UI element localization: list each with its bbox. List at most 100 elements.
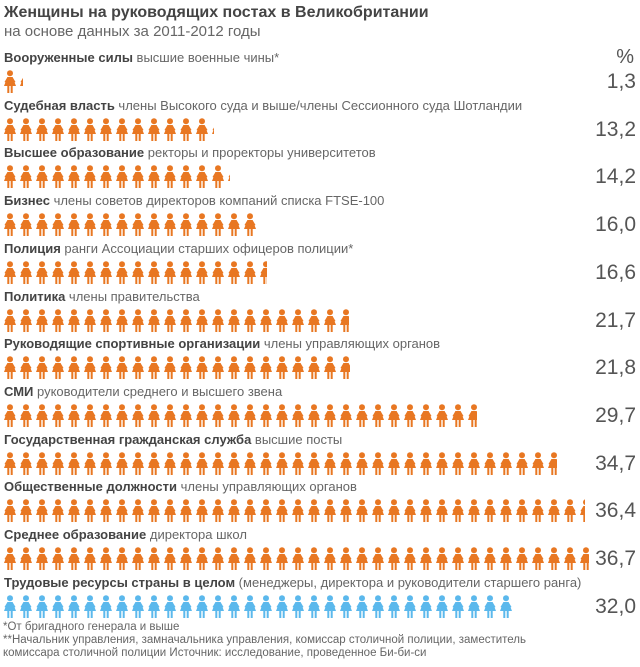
woman-icon: [179, 213, 193, 237]
icon-bar: [3, 117, 593, 142]
woman-icon: [371, 451, 385, 476]
woman-icon: [195, 356, 209, 380]
woman-icon: [211, 260, 225, 285]
pictogram-row: Высшее образование ректоры и проректоры …: [0, 145, 640, 193]
woman-icon: [259, 499, 273, 523]
woman-icon: [243, 594, 257, 619]
woman-icon: [259, 260, 267, 285]
woman-icon: [19, 499, 33, 523]
woman-icon: [3, 70, 17, 94]
woman-icon: [147, 547, 161, 571]
percent-header: %: [616, 46, 634, 68]
row-value: 34,7: [595, 451, 636, 475]
woman-icon: [275, 451, 289, 476]
woman-icon: [51, 308, 65, 333]
woman-icon: [179, 356, 193, 380]
woman-icon: [275, 404, 289, 428]
woman-icon: [259, 594, 273, 619]
woman-icon: [131, 165, 145, 189]
woman-icon: [243, 356, 257, 380]
woman-icon: [195, 117, 209, 142]
woman-icon: [531, 451, 545, 476]
woman-icon: [435, 547, 449, 571]
row-value: 16,6: [595, 260, 636, 284]
row-description: члены правительства: [65, 288, 200, 304]
woman-icon: [435, 594, 449, 619]
row-label: СМИ руководители среднего и высшего звен…: [4, 384, 282, 399]
footnote: **Начальник управления, замначальника уп…: [3, 634, 527, 646]
woman-icon: [131, 260, 145, 285]
woman-icon: [467, 547, 481, 571]
woman-icon: [211, 118, 214, 142]
woman-icon: [355, 499, 369, 523]
woman-icon: [99, 547, 113, 571]
woman-icon: [339, 404, 353, 428]
woman-icon: [163, 308, 177, 333]
woman-icon: [339, 499, 353, 523]
row-category: Судебная власть: [4, 97, 115, 113]
woman-icon: [35, 308, 49, 333]
woman-icon: [211, 165, 225, 189]
row-value: 29,7: [595, 403, 636, 427]
woman-icon: [483, 451, 497, 476]
row-label: Вооруженные силы высшие военные чины*: [4, 50, 279, 65]
woman-icon: [19, 70, 23, 94]
woman-icon: [19, 260, 33, 285]
woman-icon: [51, 451, 65, 476]
woman-icon: [99, 356, 113, 380]
woman-icon: [179, 451, 193, 476]
woman-icon: [211, 547, 225, 571]
icon-bar: [3, 260, 593, 285]
woman-icon: [275, 547, 289, 571]
woman-icon: [51, 213, 65, 237]
row-description: члены Высокого суда и выше/члены Сессион…: [114, 97, 523, 113]
woman-icon: [403, 404, 417, 428]
woman-icon: [323, 404, 337, 428]
woman-icon: [531, 547, 545, 571]
woman-icon: [211, 404, 225, 428]
woman-icon: [163, 165, 177, 189]
woman-icon: [419, 547, 433, 571]
woman-icon: [19, 356, 33, 380]
woman-icon: [243, 308, 257, 333]
row-value: 14,2: [595, 165, 636, 189]
woman-icon: [99, 308, 113, 333]
woman-icon: [387, 594, 401, 619]
woman-icon: [291, 451, 305, 476]
woman-icon: [387, 499, 401, 523]
woman-icon: [163, 117, 177, 142]
woman-icon: [195, 499, 209, 523]
woman-icon: [451, 594, 465, 619]
woman-icon: [163, 260, 177, 285]
woman-icon: [179, 308, 193, 333]
row-value: 13,2: [595, 117, 636, 141]
row-value: 1,3: [606, 70, 636, 93]
woman-icon: [163, 499, 177, 523]
woman-icon: [579, 499, 585, 523]
woman-icon: [467, 499, 481, 523]
woman-icon: [499, 594, 513, 619]
icon-bar: [3, 547, 593, 571]
woman-icon: [147, 165, 161, 189]
woman-icon: [291, 594, 305, 619]
woman-icon: [147, 117, 161, 142]
pictogram-row: Политика члены правительства 21,7: [0, 289, 640, 337]
woman-icon: [243, 451, 257, 476]
row-value: 36,4: [595, 499, 636, 523]
woman-icon: [147, 499, 161, 523]
row-description: руководители среднего и высшего звена: [33, 383, 283, 399]
woman-icon: [115, 594, 129, 619]
icon-bar: [3, 165, 593, 189]
row-label: Государственная гражданская служба высши…: [4, 432, 342, 447]
woman-icon: [51, 356, 65, 380]
chart-subtitle: на основе данных за 2011-2012 годы: [4, 23, 261, 40]
woman-icon: [51, 594, 65, 619]
woman-icon: [323, 356, 337, 380]
woman-icon: [275, 356, 289, 380]
woman-icon: [67, 308, 81, 333]
footnote: *От бригадного генерала и выше: [3, 621, 180, 633]
woman-icon: [307, 356, 321, 380]
row-value: 16,0: [595, 213, 636, 237]
woman-icon: [499, 547, 513, 571]
woman-icon: [227, 260, 241, 285]
